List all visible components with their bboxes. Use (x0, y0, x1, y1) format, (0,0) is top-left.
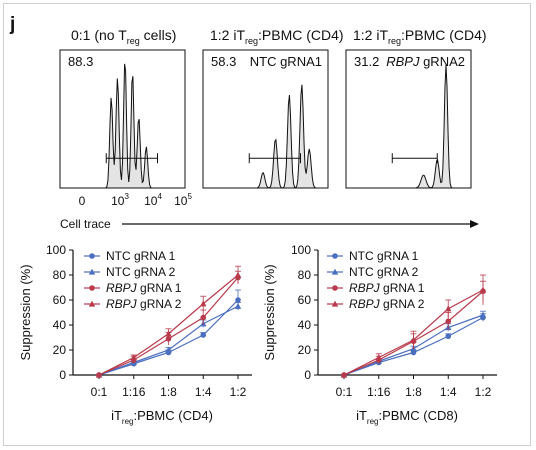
y-tick-label: 100 (291, 243, 311, 257)
flow-tick-label: 0 (79, 194, 86, 208)
data-point (200, 332, 207, 338)
legend-label: RBPJ gRNA 2 (106, 297, 182, 311)
data-point (445, 318, 452, 325)
sample-label: NTC gRNA1 (250, 54, 322, 69)
legend-marker (89, 253, 95, 259)
x-tick-label: 1:4 (440, 385, 457, 399)
data-point (234, 302, 242, 309)
data-point (479, 286, 487, 293)
legend-label: NTC gRNA 1 (106, 249, 176, 263)
legend-marker (88, 300, 96, 307)
legend-label: RBPJ gRNA 2 (349, 297, 425, 311)
x-tick-label: 1:16 (367, 385, 391, 399)
y-tick-label: 80 (298, 268, 312, 282)
data-point (340, 371, 348, 378)
sample-label: RBPJ gRNA2 (386, 54, 465, 69)
y-tick-label: 60 (298, 293, 312, 307)
y-tick-label: 0 (304, 368, 311, 382)
histogram-curve (60, 63, 185, 189)
y-tick-label: 40 (298, 318, 312, 332)
legend-marker (331, 300, 339, 307)
gate-percent: 31.2 (354, 54, 379, 69)
data-point (445, 333, 452, 340)
x-tick-label: 1:2 (475, 385, 492, 399)
data-point (234, 271, 242, 278)
x-axis-label: iTreg:PBMC (CD8) (356, 408, 458, 426)
figure-frame (3, 3, 531, 446)
legend-label: NTC gRNA 2 (106, 265, 176, 279)
data-point (165, 330, 172, 337)
y-tick-label: 20 (53, 343, 67, 357)
data-point (200, 314, 207, 321)
legend-marker (331, 268, 339, 275)
y-tick-label: 60 (53, 293, 67, 307)
legend-marker (89, 285, 95, 291)
y-tick-label: 40 (53, 318, 67, 332)
gate-percent: 88.3 (68, 54, 93, 69)
x-tick-label: 1:16 (122, 385, 146, 399)
data-point (445, 305, 452, 312)
y-tick-label: 0 (59, 368, 66, 382)
flow-title-1: 0:1 (no Treg cells) (71, 27, 177, 46)
histogram-frame (345, 49, 472, 189)
data-point (235, 297, 241, 303)
data-point (130, 354, 137, 361)
data-point (375, 354, 382, 361)
legend-label: NTC gRNA 1 (349, 249, 419, 263)
x-axis-label: iTreg:PBMC (CD4) (111, 408, 213, 426)
x-tick-label: 0:1 (91, 385, 108, 399)
data-point (410, 336, 417, 343)
data-point (200, 300, 207, 307)
y-tick-label: 20 (298, 343, 312, 357)
y-tick-label: 100 (46, 243, 66, 257)
panel-label: j (10, 14, 16, 35)
legend-marker (332, 253, 338, 259)
histogram-curve (346, 64, 471, 189)
x-tick-label: 1:4 (195, 385, 212, 399)
flow-tick-label: 104 (144, 192, 162, 208)
legend-marker (332, 285, 338, 291)
x-tick-label: 1:2 (230, 385, 247, 399)
x-tick-label: 1:8 (160, 385, 177, 399)
flow-title-2: 1:2 iTreg:PBMC (CD4) (210, 27, 344, 46)
data-point (479, 311, 487, 318)
gate-percent: 58.3 (211, 54, 236, 69)
legend-marker (88, 268, 96, 275)
legend-label: RBPJ gRNA 1 (349, 281, 425, 295)
data-point (95, 371, 103, 378)
flow-axis-label: Cell trace (60, 217, 111, 231)
flow-tick-label: 105 (174, 192, 192, 208)
legend-label: RBPJ gRNA 1 (106, 281, 182, 295)
histogram-curve (203, 84, 328, 189)
legend-label: NTC gRNA 2 (349, 265, 419, 279)
flow-axis-arrow-head (470, 220, 479, 228)
x-tick-label: 0:1 (336, 385, 353, 399)
x-tick-label: 1:8 (405, 385, 422, 399)
y-axis-label: Suppression (%) (18, 264, 33, 360)
flow-tick-label: 103 (111, 192, 129, 208)
flow-title-3: 1:2 iTreg:PBMC (CD4) (353, 27, 487, 46)
y-axis-label: Suppression (%) (262, 264, 277, 360)
data-point (165, 346, 172, 353)
y-tick-label: 80 (53, 268, 67, 282)
